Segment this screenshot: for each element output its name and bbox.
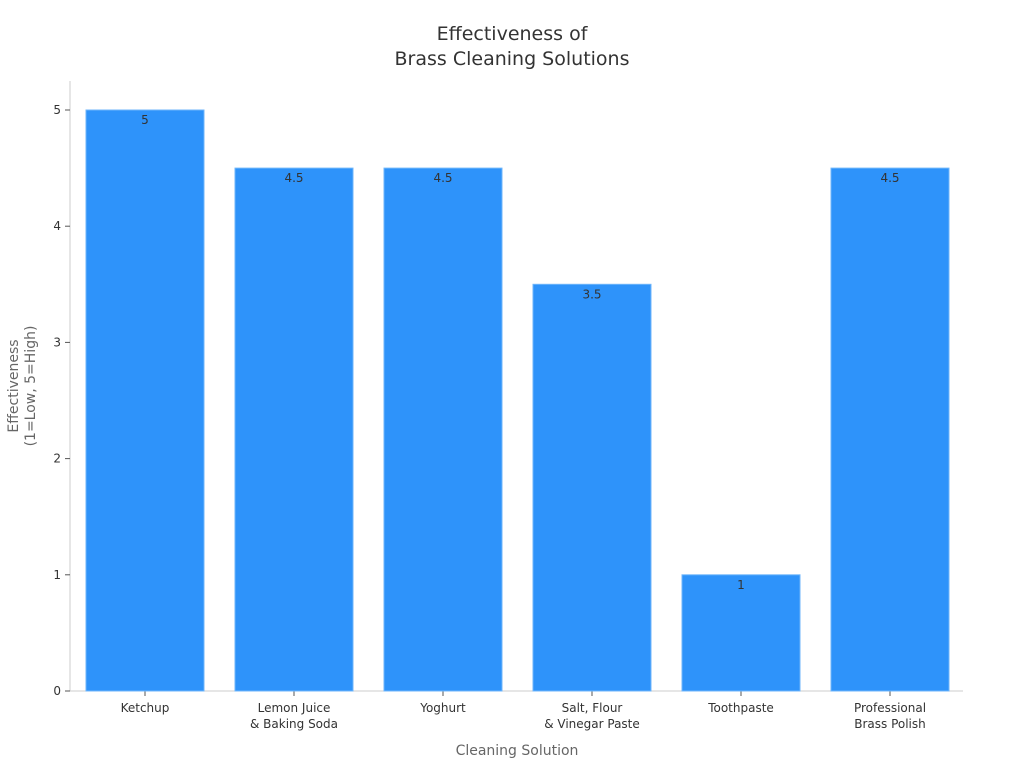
y-label-line: (1=Low, 5=High) [23,326,39,447]
x-tick-label: Toothpaste [707,701,774,715]
data-label: 4.5 [284,171,303,185]
title-line: Effectiveness of [437,23,589,45]
x-tick-label: & Baking Soda [250,717,338,731]
title-line: Brass Cleaning Solutions [395,48,630,70]
bar [830,167,950,692]
x-tick-label: Brass Polish [854,717,926,731]
chart-title: Effectiveness of Brass Cleaning Solutions [395,23,630,70]
data-label: 4.5 [880,171,899,185]
y-tick-label: 3 [53,335,61,349]
data-label: 1 [737,578,745,592]
x-tick-label: & Vinegar Paste [544,717,640,731]
x-tick-label: Lemon Juice [258,701,331,715]
data-label: 5 [141,113,149,127]
x-axis: Ketchup Lemon Juice & Baking Soda Yoghurt Sa… [70,690,963,731]
x-tick-label: Salt, Flour [562,701,623,715]
data-label: 3.5 [582,287,601,301]
y-axis-label: Effectiveness (1=Low, 5=High) [6,326,39,447]
y-label-line: Effectiveness [6,339,22,432]
bar [234,167,354,692]
y-tick-label: 5 [53,103,61,117]
bar [681,574,801,692]
data-label: 4.5 [433,171,452,185]
x-tick-label: Ketchup [121,701,170,715]
y-tick-label: 1 [53,568,61,582]
bar [383,167,503,692]
y-tick-label: 0 [53,684,61,698]
y-tick-label: 4 [53,219,61,233]
x-axis-label: Cleaning Solution [456,743,579,759]
x-tick-label: Yoghurt [419,701,466,715]
y-tick-label: 2 [53,452,61,466]
y-axis: 0 1 2 3 4 5 [53,80,71,698]
x-tick-label: Professional [854,701,926,715]
bars: 5 4.5 4.5 3.5 1 4.5 [85,109,950,692]
bar [85,109,205,692]
bar [532,283,652,692]
